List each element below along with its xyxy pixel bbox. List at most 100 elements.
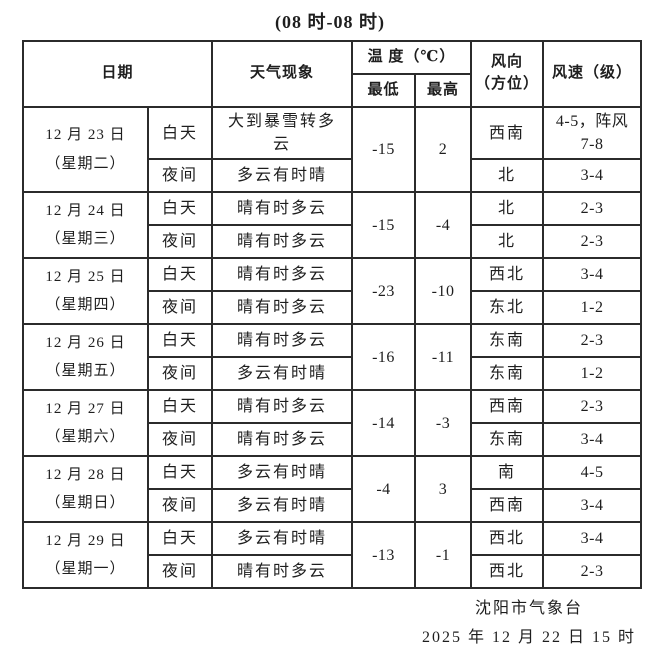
period-cell: 白天 xyxy=(146,257,214,293)
wind-speed-cell: 2-3 xyxy=(542,389,643,425)
wind-direction-cell: 东北 xyxy=(470,290,545,326)
wind-speed-cell: 2-3 xyxy=(542,191,643,227)
header-row-1: 日期 天气现象 温 度（℃） 风向 （方位） 风速（级） xyxy=(21,40,643,108)
period-cell: 白天 xyxy=(146,455,214,491)
date-text: 12 月 27 日 xyxy=(45,400,126,417)
temp-low-cell: -23 xyxy=(351,257,417,326)
weather-cell: 多云有时晴 xyxy=(211,455,354,491)
period-cell: 夜间 xyxy=(146,422,214,458)
date-text: 12 月 23 日 xyxy=(45,127,126,144)
period-cell: 白天 xyxy=(146,105,214,161)
header-wind-direction-line2: （方位） xyxy=(475,76,540,92)
header-temp-high: 最高 xyxy=(414,73,473,108)
weekday-text: （星期三） xyxy=(45,231,126,248)
wind-direction-cell: 西北 xyxy=(470,521,545,557)
header-wind-direction-line1: 风向 xyxy=(491,54,524,71)
period-cell: 白天 xyxy=(146,389,214,425)
issuing-agency: 沈阳市气象台 xyxy=(474,600,583,618)
weather-cell: 大到暴雪转多云 xyxy=(211,105,354,161)
footer: 沈阳市气象台 2025 年 12 月 22 日 15 时 xyxy=(422,595,636,653)
wind-speed-cell: 2-3 xyxy=(542,554,643,590)
wind-direction-cell: 南 xyxy=(470,455,545,491)
period-cell: 夜间 xyxy=(146,554,214,590)
table-row-day: 12 月 29 日 （星期一） 白天 多云有时晴 -13 -1 西北 3-4 xyxy=(22,521,643,590)
header-date: 日期 xyxy=(21,40,214,108)
weather-cell: 多云有时晴 xyxy=(211,521,354,557)
date-cell: 12 月 25 日 （星期四） xyxy=(22,257,149,326)
weather-cell: 多云有时晴 xyxy=(211,158,354,194)
wind-speed-cell: 1-2 xyxy=(542,356,643,392)
table-row-night: 夜间 晴有时多云 西北 2-3 xyxy=(23,554,643,590)
temp-low-cell: -4 xyxy=(351,455,417,524)
temp-low-cell: -14 xyxy=(351,389,417,458)
header-temperature: 温 度（℃） xyxy=(351,40,473,75)
wind-direction-cell: 北 xyxy=(470,158,545,194)
date-cell: 12 月 29 日 （星期一） xyxy=(22,521,149,590)
weather-cell: 晴有时多云 xyxy=(211,554,354,590)
temp-high-cell: -1 xyxy=(414,521,473,590)
date-text: 12 月 25 日 xyxy=(45,268,126,285)
wind-speed-cell: 3-4 xyxy=(542,488,643,524)
weather-cell: 多云有时晴 xyxy=(211,356,354,392)
wind-direction-cell: 西南 xyxy=(470,105,545,161)
temp-high-cell: -3 xyxy=(414,389,473,458)
header-row-2: 最低 最高 xyxy=(23,73,641,108)
temp-low-cell: -15 xyxy=(351,191,417,260)
wind-speed-cell: 3-4 xyxy=(542,521,643,557)
table-row-night: 夜间 多云有时晴 北 3-4 xyxy=(23,158,643,194)
wind-speed-cell: 3-4 xyxy=(542,422,643,458)
wind-direction-cell: 东南 xyxy=(470,323,545,359)
date-cell: 12 月 24 日 （星期三） xyxy=(22,191,149,260)
temp-high-cell: -11 xyxy=(414,323,473,392)
wind-speed-cell: 2-3 xyxy=(542,224,643,260)
weekday-text: （星期四） xyxy=(45,297,126,314)
temp-high-cell: -10 xyxy=(414,257,473,326)
table-row-day: 12 月 24 日 （星期三） 白天 晴有时多云 -15 -4 北 2-3 xyxy=(22,191,643,260)
wind-direction-cell: 东南 xyxy=(470,422,545,458)
date-text: 12 月 29 日 xyxy=(45,532,126,549)
temp-low-cell: -15 xyxy=(351,105,417,194)
weekday-text: （星期一） xyxy=(45,561,126,578)
wind-speed-cell: 3-4 xyxy=(542,257,643,293)
period-cell: 夜间 xyxy=(146,224,214,260)
table-row-day: 12 月 23 日 （星期二） 白天 大到暴雪转多云 -15 2 西南 4-5，… xyxy=(22,105,643,194)
temp-high-cell: 2 xyxy=(414,105,473,194)
wind-speed-cell: 1-2 xyxy=(542,290,643,326)
weather-cell: 晴有时多云 xyxy=(211,191,354,227)
period-cell: 白天 xyxy=(146,521,214,557)
weekday-text: （星期六） xyxy=(45,429,126,446)
table-row-day: 12 月 28 日 （星期日） 白天 多云有时晴 -4 3 南 4-5 xyxy=(22,455,643,524)
page-title: (08 时-08 时) xyxy=(275,12,385,32)
temp-high-cell: 3 xyxy=(414,455,473,524)
weather-cell: 晴有时多云 xyxy=(211,290,354,326)
table-row-night: 夜间 多云有时晴 西南 3-4 xyxy=(23,488,643,524)
date-text: 12 月 24 日 xyxy=(45,202,126,219)
date-text: 12 月 28 日 xyxy=(45,466,126,483)
wind-direction-cell: 北 xyxy=(470,191,545,227)
weather-cell: 晴有时多云 xyxy=(211,323,354,359)
weather-cell: 多云有时晴 xyxy=(211,488,354,524)
wind-direction-cell: 北 xyxy=(470,224,545,260)
header-wind-direction: 风向 （方位） xyxy=(470,40,545,108)
table-row-day: 12 月 25 日 （星期四） 白天 晴有时多云 -23 -10 西北 3-4 xyxy=(22,257,643,326)
period-cell: 白天 xyxy=(146,191,214,227)
weather-cell: 晴有时多云 xyxy=(211,422,354,458)
table-row-night: 夜间 晴有时多云 东南 3-4 xyxy=(23,422,643,458)
period-cell: 夜间 xyxy=(146,356,214,392)
wind-direction-cell: 东南 xyxy=(470,356,545,392)
header-weather: 天气现象 xyxy=(211,40,354,108)
period-cell: 夜间 xyxy=(146,158,214,194)
period-cell: 夜间 xyxy=(146,488,214,524)
wind-direction-cell: 西南 xyxy=(470,389,545,425)
temp-high-cell: -4 xyxy=(414,191,473,260)
header-wind-speed: 风速（级） xyxy=(542,40,643,108)
weather-cell: 晴有时多云 xyxy=(211,257,354,293)
temp-low-cell: -13 xyxy=(351,521,417,590)
weekday-text: （星期二） xyxy=(45,155,126,172)
table-row-day: 12 月 26 日 （星期五） 白天 晴有时多云 -16 -11 东南 2-3 xyxy=(22,323,643,392)
table-row-day: 12 月 27 日 （星期六） 白天 晴有时多云 -14 -3 西南 2-3 xyxy=(22,389,643,458)
header-temp-low: 最低 xyxy=(351,73,417,108)
forecast-table: 日期 天气现象 温 度（℃） 风向 （方位） 风速（级） 最低 最高 12 月 … xyxy=(21,40,643,590)
wind-speed-cell: 4-5，阵风 7-8 xyxy=(542,105,643,161)
period-cell: 白天 xyxy=(146,323,214,359)
